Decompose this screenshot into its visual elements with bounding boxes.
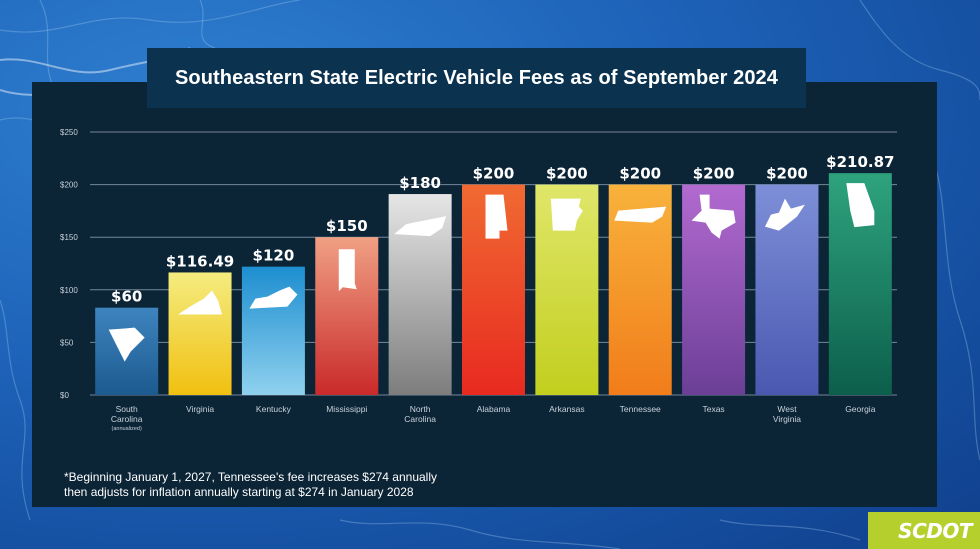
category-label: Tennessee [620,404,661,414]
chart-title: Southeastern State Electric Vehicle Fees… [147,48,806,108]
bar [241,266,305,395]
tennessee-icon [614,206,667,223]
y-tick-label: $250 [60,128,78,137]
category-label: Arkansas [549,404,584,414]
scdot-logo: SCDOT [868,512,980,549]
value-label: $210.87 [826,153,894,171]
value-label: $60 [111,288,142,306]
y-tick-label: $100 [60,286,78,295]
chart-title-text: Southeastern State Electric Vehicle Fees… [174,66,779,89]
value-label: $116.49 [166,252,234,270]
virginia-icon [178,290,223,315]
bar [168,272,232,395]
texas-icon [691,194,736,239]
north-carolina-icon [394,216,447,237]
value-label: $180 [399,174,441,192]
y-tick-label: $0 [60,391,69,400]
category-label: West Virginia [773,404,801,424]
footnote: *Beginning January 1, 2027, Tennessee's … [64,470,764,500]
category-label: Virginia [186,404,214,414]
kentucky-icon [249,286,298,309]
value-label: $150 [326,217,368,235]
category-label: South Carolina [111,404,143,424]
footnote-line-2: then adjusts for inflation annually star… [64,485,414,499]
y-tick-label: $200 [60,181,78,190]
value-label: $120 [253,247,295,265]
value-label: $200 [473,165,515,183]
value-label: $200 [546,165,588,183]
footnote-line-1: *Beginning January 1, 2027, Tennessee's … [64,470,438,484]
category-label: North Carolina [404,404,436,424]
bar-chart: $0 $50 $100 $150 $200 $250 $60 South Carolina (a… [60,128,897,432]
value-label: $200 [693,165,735,183]
value-label: $200 [619,165,661,183]
category-label: Mississippi [326,404,367,414]
category-note: (annualized) [112,426,142,432]
south-carolina-icon [108,327,145,362]
georgia-icon [846,183,875,228]
category-label: Kentucky [256,404,292,414]
arkansas-icon [550,198,583,231]
y-tick-label: $150 [60,233,78,242]
alabama-icon [485,194,508,239]
category-label: Texas [702,404,724,414]
category-label: Alabama [477,404,511,414]
west-virginia-icon [764,198,805,231]
category-label: Georgia [845,404,876,414]
y-tick-label: $50 [60,338,74,347]
mississippi-icon [338,249,357,292]
value-label: $200 [766,165,808,183]
logo-text: SCDOT [898,518,972,543]
